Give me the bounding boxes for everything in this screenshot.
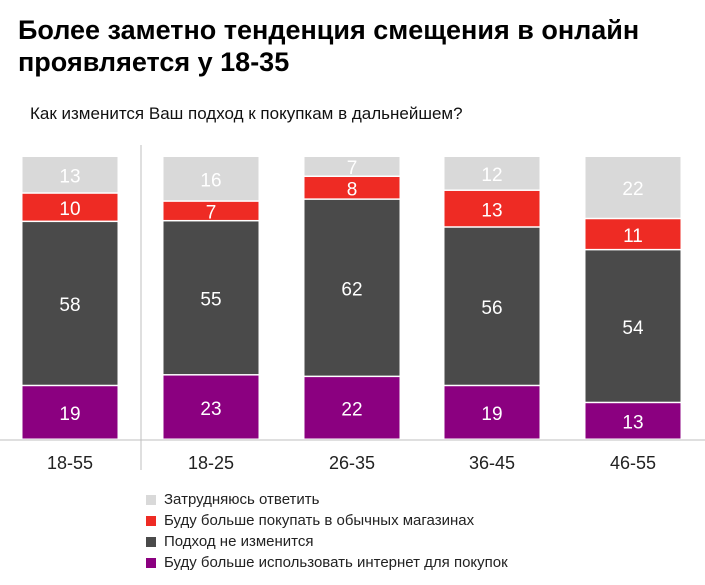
legend-swatch <box>146 515 156 526</box>
data-label: 8 <box>347 179 358 200</box>
bar-segment <box>444 227 540 385</box>
data-label: 12 <box>481 165 502 186</box>
bar-segment <box>444 190 540 227</box>
data-label: 13 <box>622 413 643 434</box>
legend-label: Подход не изменится <box>164 533 314 550</box>
bar-segment <box>585 219 681 249</box>
bar-segment <box>22 157 118 193</box>
bar-segment <box>163 201 259 220</box>
category-label: 36-45 <box>469 453 515 473</box>
chart-legend: Затрудняюсь ответить Буду больше покупать… <box>146 489 508 573</box>
legend-item: Затрудняюсь ответить <box>146 489 508 510</box>
bar-segment <box>304 177 400 199</box>
chart-subtitle: Как изменится Ваш подход к покупкам в да… <box>30 104 463 123</box>
bar-segment <box>304 199 400 376</box>
bar-segment <box>585 403 681 439</box>
category-label: 18-25 <box>188 453 234 473</box>
legend-item: Буду больше использовать интернет для по… <box>146 552 508 573</box>
bar-segment <box>22 386 118 439</box>
bar-segment <box>22 193 118 221</box>
data-label: 13 <box>59 166 80 187</box>
category-label: 46-55 <box>610 453 656 473</box>
bar-segment <box>22 222 118 385</box>
bar-segment <box>163 221 259 375</box>
bar-segment <box>444 386 540 439</box>
bar-segment <box>585 157 681 218</box>
legend-item: Буду больше покупать в обычных магазинах <box>146 510 508 531</box>
legend-swatch <box>146 494 156 505</box>
data-label: 23 <box>200 399 221 420</box>
page-title: Более заметно тенденция смещения в онлай… <box>18 15 640 77</box>
data-label: 19 <box>59 404 80 425</box>
data-label: 22 <box>622 179 643 200</box>
data-label: 11 <box>623 226 643 247</box>
legend-label: Затрудняюсь ответить <box>164 491 320 508</box>
data-label: 22 <box>341 400 362 421</box>
category-label: 18-55 <box>47 453 93 473</box>
data-label: 13 <box>481 200 502 221</box>
legend-label: Буду больше использовать интернет для по… <box>164 554 508 571</box>
data-label: 16 <box>200 170 221 191</box>
legend-label: Буду больше покупать в обычных магазинах <box>164 512 475 529</box>
bar-segment <box>163 375 259 439</box>
bar-segment <box>585 250 681 402</box>
data-label: 56 <box>481 298 502 319</box>
data-label: 55 <box>200 290 221 311</box>
data-label: 10 <box>59 199 80 220</box>
bar-segment <box>163 157 259 201</box>
data-label: 7 <box>206 203 217 224</box>
bar-segment <box>444 157 540 190</box>
data-label: 62 <box>341 279 362 300</box>
bar-segment <box>304 157 400 176</box>
data-label: 19 <box>481 404 502 425</box>
category-label: 26-35 <box>329 453 375 473</box>
legend-item: Подход не изменится <box>146 531 508 552</box>
data-label: 54 <box>622 318 644 339</box>
legend-swatch <box>146 557 156 568</box>
data-label: 58 <box>59 295 80 316</box>
legend-swatch <box>146 536 156 547</box>
data-label: 7 <box>347 158 358 179</box>
axis-group: 18-55 18-25 26-35 36-45 46-55 <box>0 145 705 473</box>
bar-segment <box>304 377 400 439</box>
